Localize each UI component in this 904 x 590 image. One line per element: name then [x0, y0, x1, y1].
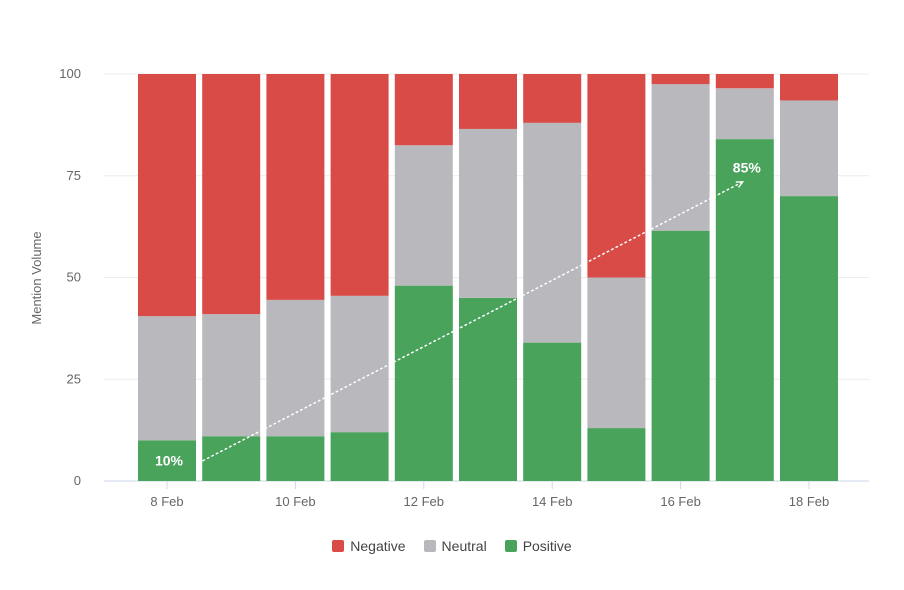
y-axis-title: Mention Volume: [29, 231, 44, 324]
x-tick-label: 14 Feb: [532, 494, 572, 509]
legend-item-neutral[interactable]: Neutral: [423, 538, 487, 554]
bar-positive-9-feb[interactable]: [202, 436, 261, 481]
x-tick-label: 10 Feb: [275, 494, 315, 509]
bar-negative-15-feb[interactable]: [587, 74, 646, 278]
bar-positive-12-feb[interactable]: [394, 285, 453, 481]
bar-negative-17-feb[interactable]: [715, 74, 774, 89]
bar-negative-13-feb[interactable]: [459, 74, 517, 129]
bar-neutral-9-feb[interactable]: [202, 314, 261, 437]
x-tick-label: 12 Feb: [404, 494, 444, 509]
bar-negative-9-feb[interactable]: [202, 74, 261, 315]
bar-negative-11-feb[interactable]: [330, 74, 389, 296]
x-tick-label: 8 Feb: [150, 494, 183, 509]
bar-negative-16-feb[interactable]: [651, 74, 710, 85]
bar-negative-10-feb[interactable]: [266, 74, 325, 300]
y-tick-label: 100: [59, 66, 81, 81]
y-tick-label: 50: [67, 270, 81, 285]
bar-negative-8-feb[interactable]: [138, 74, 196, 317]
x-tick-label: 18 Feb: [789, 494, 829, 509]
legend-label: Neutral: [441, 538, 487, 554]
bar-positive-18-feb[interactable]: [780, 196, 838, 481]
bar-negative-18-feb[interactable]: [780, 74, 838, 101]
bar-neutral-11-feb[interactable]: [330, 295, 389, 433]
y-tick-label: 75: [67, 168, 81, 183]
bar-neutral-15-feb[interactable]: [587, 277, 646, 429]
bar-positive-17-feb[interactable]: [715, 139, 774, 481]
bar-positive-8-feb[interactable]: [138, 440, 196, 481]
bars: [138, 74, 838, 481]
legend-label: Negative: [350, 538, 406, 554]
bar-positive-13-feb[interactable]: [459, 297, 517, 481]
y-tick-label: 0: [74, 473, 81, 488]
x-tick-label: 16 Feb: [660, 494, 700, 509]
axes: 0 25 50 75 100 8 Feb 10 Feb 12 Feb 14 Feb 16 Feb 1…: [59, 66, 829, 509]
bar-positive-14-feb[interactable]: [523, 342, 582, 481]
bar-negative-12-feb[interactable]: [394, 74, 453, 146]
trend-line: [202, 181, 744, 462]
legend-swatch: [504, 540, 517, 552]
annotations: 10% 85%: [155, 160, 761, 469]
bar-positive-10-feb[interactable]: [266, 436, 325, 481]
legend-swatch: [332, 540, 345, 552]
bar-neutral-12-feb[interactable]: [394, 145, 453, 286]
bar-positive-16-feb[interactable]: [651, 230, 710, 481]
bar-neutral-18-feb[interactable]: [780, 100, 838, 197]
annotation-label: 10%: [155, 453, 184, 469]
bar-neutral-17-feb[interactable]: [715, 88, 774, 140]
legend-item-negative[interactable]: Negative: [332, 538, 406, 554]
legend: Negative Neutral Positive: [0, 538, 904, 554]
sentiment-stacked-bar-chart: 0 25 50 75 100 8 Feb 10 Feb 12 Feb 14 Feb 16 Feb 1…: [29, 66, 869, 509]
annotation-label: 85%: [733, 160, 762, 176]
bar-neutral-13-feb[interactable]: [459, 128, 517, 298]
legend-item-positive[interactable]: Positive: [504, 538, 572, 554]
legend-swatch: [423, 540, 436, 552]
bar-neutral-16-feb[interactable]: [651, 84, 710, 231]
bar-neutral-10-feb[interactable]: [266, 299, 325, 437]
bar-neutral-8-feb[interactable]: [138, 316, 196, 441]
trend-arrowhead: [735, 181, 745, 188]
bar-positive-15-feb[interactable]: [587, 428, 646, 481]
y-tick-label: 25: [67, 371, 81, 386]
legend-label: Positive: [522, 538, 572, 554]
bar-positive-11-feb[interactable]: [330, 432, 389, 481]
bar-neutral-14-feb[interactable]: [523, 122, 582, 343]
bar-negative-14-feb[interactable]: [523, 74, 582, 123]
